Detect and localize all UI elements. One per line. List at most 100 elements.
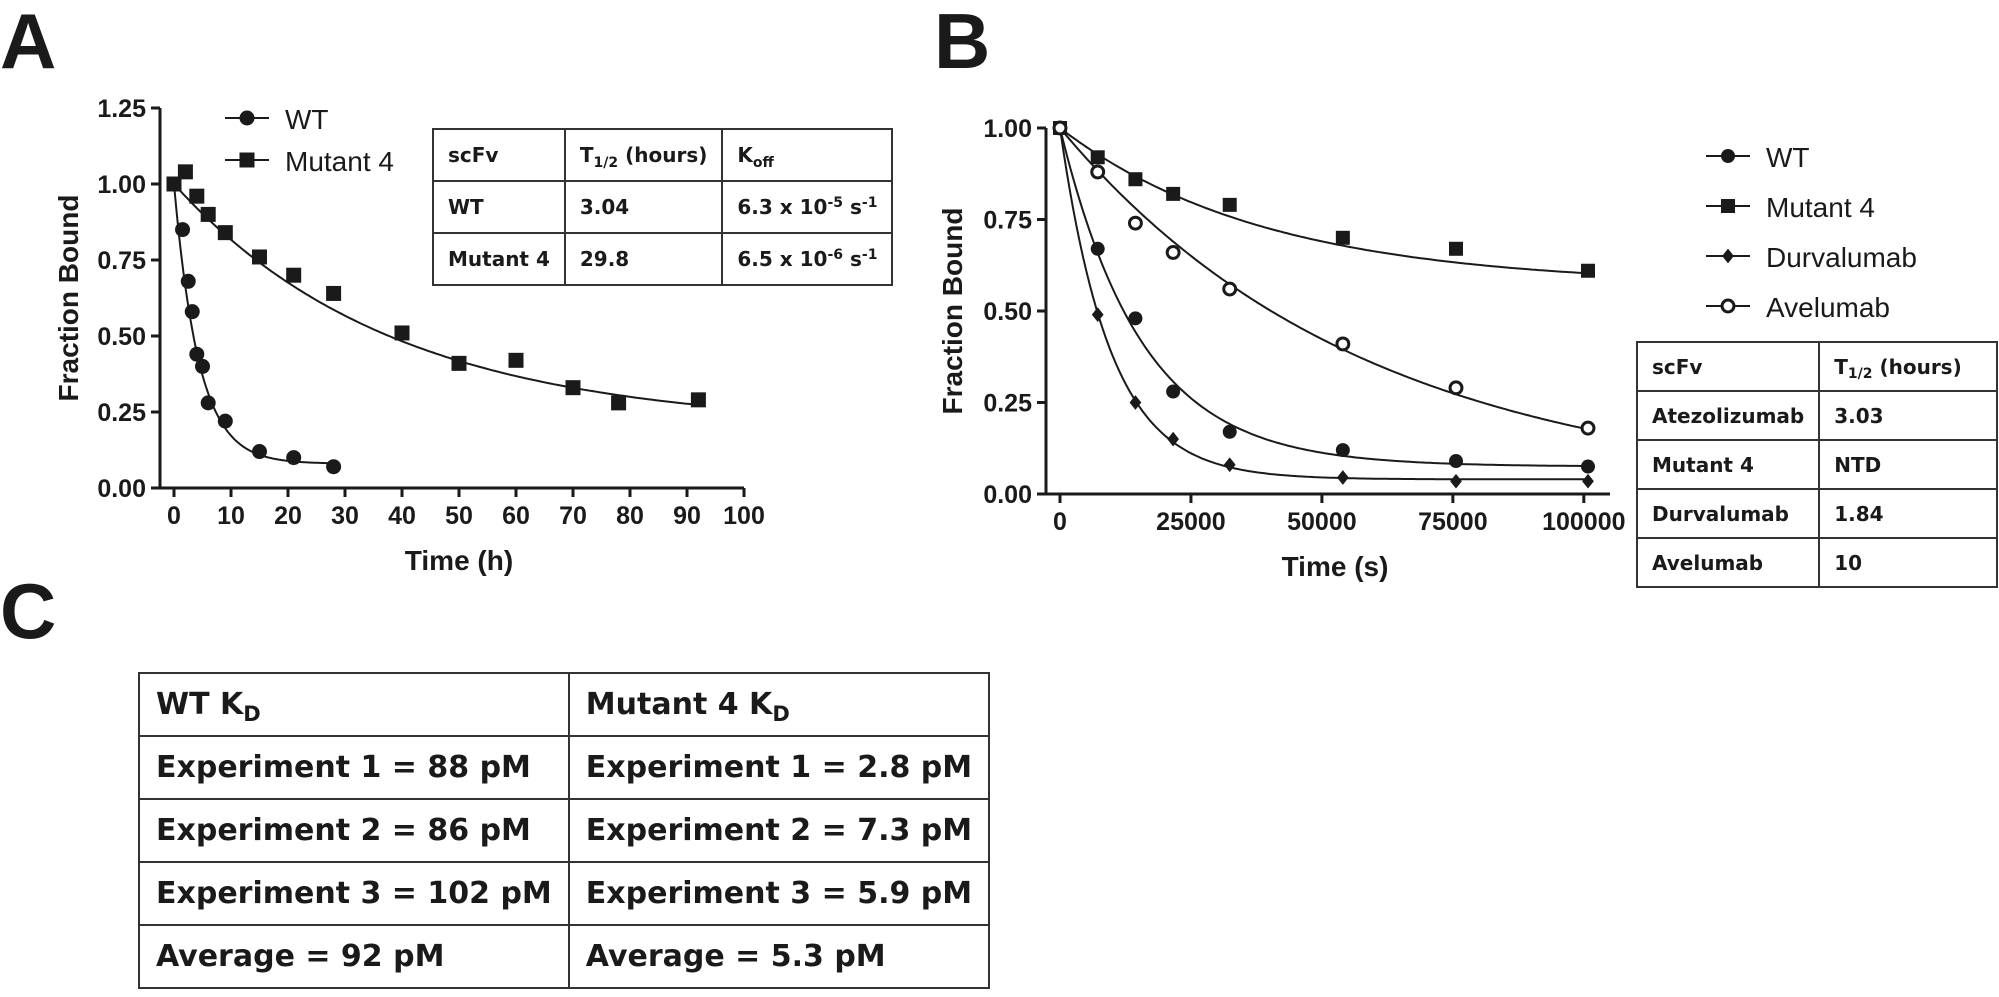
- y-tick-label: 0.50: [97, 323, 146, 351]
- legend-label: WT: [285, 104, 329, 135]
- data-point-wt: [195, 358, 210, 374]
- data-point-wt: [252, 444, 267, 460]
- legend-label: Durvalumab: [1766, 242, 1917, 273]
- legend-marker: [239, 110, 255, 126]
- x-tick-label: 50000: [1287, 508, 1357, 536]
- y-tick-label: 1.00: [983, 115, 1032, 143]
- data-point-mutant-4: [451, 355, 467, 371]
- table-a-header-cell: Koff: [721, 128, 894, 182]
- panel-label-a: A: [0, 0, 57, 85]
- data-point-wt: [286, 450, 302, 466]
- data-point-mutant-4: [1581, 263, 1595, 278]
- table-a-header-text: T: [579, 143, 594, 167]
- data-point-avelumab: [1580, 420, 1596, 436]
- x-tick-label: 20: [274, 502, 302, 530]
- koff-value: 6.3 x 10: [737, 195, 828, 219]
- table-cell: Mutant 4: [1635, 439, 1821, 490]
- table-cell: Experiment 3 = 5.9 pM: [567, 861, 991, 926]
- data-point-mutant-4: [611, 395, 627, 411]
- table-b: scFv T1/2 (hours) Atezolizumab 3.03 Mutan…: [1635, 341, 1998, 588]
- table-cell: 10: [1818, 537, 1998, 588]
- data-point-mutant-4: [166, 176, 182, 192]
- panel-label-b: B: [934, 0, 991, 85]
- table-cell: 6.5 x 10-6 s-1: [721, 232, 894, 286]
- data-point-wt: [184, 304, 200, 320]
- table-c-header-row: WT KD Mutant 4 KD: [138, 672, 991, 737]
- x-tick-label: 70: [559, 502, 587, 530]
- table-a-header-cell: T1/2 (hours): [563, 128, 724, 182]
- table-row: WT 3.04 6.3 x 10-5 s-1: [432, 180, 894, 234]
- data-point-mutant-4: [286, 267, 302, 283]
- x-tick-label: 100000: [1542, 508, 1625, 536]
- koff-unit: s: [843, 195, 862, 219]
- data-point-mutant-4: [690, 392, 706, 408]
- data-point-mutant-4: [200, 206, 216, 222]
- table-c-header-cell: WT KD: [138, 672, 570, 737]
- y-tick-label: 0.50: [983, 298, 1032, 326]
- table-c: WT KD Mutant 4 KD Experiment 1 = 88 pM Ex…: [138, 672, 991, 989]
- fit-curve-durvalumab: [1059, 127, 1589, 481]
- table-row: Experiment 3 = 102 pM Experiment 3 = 5.9 …: [138, 861, 991, 926]
- subscript: off: [752, 154, 774, 171]
- y-axis-title: Fraction Bound: [53, 195, 84, 402]
- table-row: Avelumab 10: [1635, 537, 1998, 588]
- data-point-avelumab: [1222, 281, 1238, 297]
- data-point-durvalumab: [1167, 431, 1180, 447]
- table-a-header-text: scFv: [448, 143, 499, 167]
- table-cell: Avelumab: [1635, 537, 1821, 588]
- data-point-mutant-4: [565, 380, 581, 396]
- x-tick-label: 100: [723, 502, 765, 530]
- data-point-durvalumab: [1336, 470, 1349, 485]
- koff-value: 6.5 x 10: [737, 247, 828, 271]
- subscript: D: [243, 702, 261, 727]
- panel-label-c: C: [0, 567, 57, 655]
- data-point-avelumab: [1052, 120, 1068, 136]
- table-c-header-cell: Mutant 4 KD: [567, 672, 991, 737]
- y-tick-label: 0.00: [97, 475, 146, 503]
- data-point-durvalumab: [1450, 473, 1462, 489]
- x-tick-label: 40: [388, 502, 416, 530]
- data-point-wt: [1090, 241, 1105, 256]
- data-point-wt: [1128, 311, 1143, 326]
- table-row: Mutant 4 29.8 6.5 x 10-6 s-1: [432, 232, 894, 286]
- data-point-avelumab: [1127, 215, 1143, 231]
- legend-marker: [239, 152, 255, 168]
- table-b-header-cell: scFv: [1635, 341, 1821, 392]
- table-b-header-row: scFv T1/2 (hours): [1635, 341, 1998, 392]
- table-b-header-text: (hours): [1872, 354, 1962, 379]
- table-a-header-cell: scFv: [432, 128, 566, 182]
- data-point-mutant-4: [252, 249, 267, 265]
- table-row: Experiment 1 = 88 pM Experiment 1 = 2.8 p…: [138, 735, 991, 800]
- subscript: 1/2: [1847, 366, 1873, 383]
- legend-label: Avelumab: [1766, 292, 1890, 323]
- table-cell: Experiment 1 = 88 pM: [138, 735, 570, 800]
- x-tick-label: 90: [673, 502, 701, 530]
- x-tick-label: 25000: [1156, 508, 1226, 536]
- x-tick-label: 30: [331, 502, 359, 530]
- table-cell: Experiment 1 = 2.8 pM: [567, 735, 991, 800]
- y-tick-label: 1.25: [97, 95, 146, 123]
- superscript: -1: [861, 247, 878, 263]
- legend-marker: [1722, 248, 1734, 264]
- legend-label: Mutant 4: [1766, 192, 1875, 223]
- data-point-durvalumab: [1091, 307, 1104, 323]
- table-b-header-text: scFv: [1652, 354, 1703, 379]
- table-b-header-cell: T1/2 (hours): [1818, 341, 1998, 392]
- y-tick-label: 0.75: [97, 247, 146, 275]
- data-point-wt: [175, 222, 191, 238]
- data-point-mutant-4: [1449, 241, 1463, 256]
- table-a-header-text: (hours): [618, 143, 708, 167]
- data-point-wt: [1449, 454, 1463, 469]
- data-point-durvalumab: [1223, 457, 1236, 473]
- legend-label: Mutant 4: [285, 146, 394, 177]
- legend-marker: [1720, 298, 1736, 314]
- x-axis-title: Time (h): [405, 545, 513, 576]
- data-point-mutant-4: [326, 285, 342, 301]
- table-cell: Atezolizumab: [1635, 390, 1821, 441]
- data-point-wt: [189, 346, 205, 362]
- data-point-avelumab: [1090, 164, 1106, 180]
- y-tick-label: 0.00: [983, 481, 1032, 509]
- data-point-wt: [1166, 384, 1181, 399]
- table-a-header-row: scFv T1/2 (hours) Koff: [432, 128, 894, 182]
- superscript: -1: [861, 195, 878, 211]
